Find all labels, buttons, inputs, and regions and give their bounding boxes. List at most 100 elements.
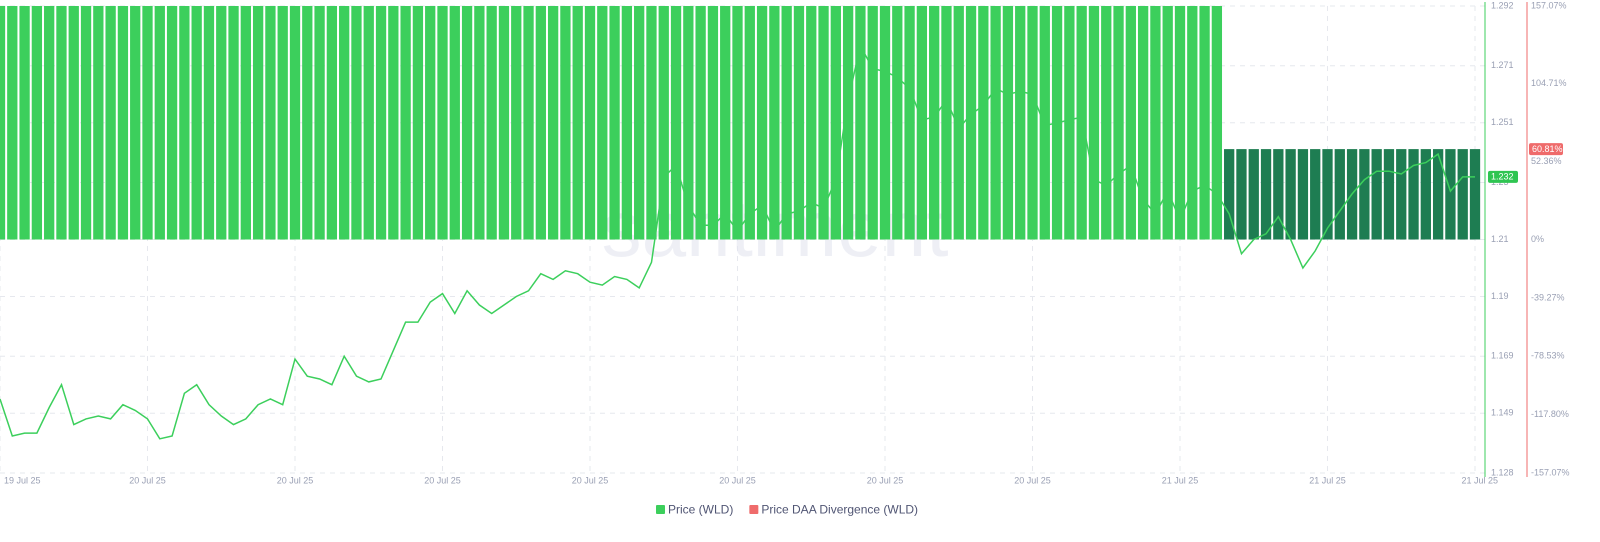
bar xyxy=(990,6,1001,240)
bar xyxy=(1088,6,1100,240)
bar xyxy=(560,6,571,240)
y-tick-label: 1.169 xyxy=(1491,351,1514,361)
y-tick-label: 1.21 xyxy=(1491,234,1509,244)
bar xyxy=(289,6,301,240)
x-tick-label: 21 Jul 25 xyxy=(1162,475,1199,485)
bar xyxy=(1383,149,1395,240)
bar xyxy=(105,6,116,240)
bar xyxy=(1285,149,1296,240)
bar xyxy=(1174,6,1186,240)
bar xyxy=(965,6,977,240)
bar xyxy=(363,6,374,240)
legend-swatch xyxy=(749,505,759,514)
bar xyxy=(56,6,67,240)
bar xyxy=(756,6,768,240)
bar xyxy=(1297,149,1309,240)
bar xyxy=(1199,6,1210,240)
bar xyxy=(929,6,940,240)
bar xyxy=(781,6,792,240)
bar xyxy=(1015,6,1026,240)
bar xyxy=(1260,149,1272,240)
legend-swatch xyxy=(656,505,665,514)
bar xyxy=(683,6,694,240)
bar xyxy=(769,6,780,240)
bar xyxy=(400,6,411,240)
bar xyxy=(425,6,436,240)
bar xyxy=(670,6,682,240)
y-tick-label: 1.149 xyxy=(1491,408,1514,418)
bar xyxy=(646,6,657,240)
bar xyxy=(93,6,104,240)
y2-tick-label: 52.36% xyxy=(1531,156,1562,166)
y-tick-label: 1.251 xyxy=(1491,117,1514,127)
bar xyxy=(1125,6,1136,240)
value-tag-label: 1.232 xyxy=(1491,172,1514,182)
bar xyxy=(978,6,989,240)
bar xyxy=(1420,149,1431,240)
x-tick-label: 20 Jul 25 xyxy=(277,475,314,485)
x-tick-label: 21 Jul 25 xyxy=(1461,475,1498,485)
bar xyxy=(916,6,928,240)
y2-tick-label: 0% xyxy=(1531,234,1544,244)
bar xyxy=(609,6,620,240)
bar xyxy=(842,6,854,240)
y2-tick-label: -117.80% xyxy=(1531,409,1569,419)
bar xyxy=(1027,6,1038,240)
bar xyxy=(744,6,755,240)
bar xyxy=(277,6,288,240)
bar xyxy=(1076,6,1087,240)
bar xyxy=(339,6,350,240)
bar xyxy=(166,6,178,240)
bar xyxy=(1113,6,1124,240)
y2-tick-label: -39.27% xyxy=(1531,292,1565,302)
bar xyxy=(806,6,817,240)
bar xyxy=(302,6,313,240)
bar xyxy=(1432,149,1444,240)
bar xyxy=(572,6,583,240)
x-tick-label: 20 Jul 25 xyxy=(424,475,461,485)
bar xyxy=(130,6,141,240)
legend-label: Price (WLD) xyxy=(668,503,733,517)
bar xyxy=(80,6,92,240)
bar xyxy=(1469,149,1481,240)
bar xyxy=(1334,149,1345,240)
bar xyxy=(19,6,30,240)
bar xyxy=(449,6,460,240)
bar xyxy=(388,6,399,240)
bar xyxy=(216,6,227,240)
x-tick-label: 19 Jul 25 xyxy=(4,475,41,485)
bar xyxy=(252,6,264,240)
bar xyxy=(695,6,706,240)
bar xyxy=(892,6,903,240)
bar xyxy=(351,6,362,240)
bar xyxy=(953,6,964,240)
bar xyxy=(904,6,915,240)
bar xyxy=(474,6,485,240)
bar xyxy=(1359,149,1370,240)
bar xyxy=(1236,149,1247,240)
x-tick-label: 20 Jul 25 xyxy=(129,475,166,485)
bar xyxy=(375,6,387,240)
y-tick-label: 1.19 xyxy=(1491,291,1509,301)
x-tick-label: 21 Jul 25 xyxy=(1309,475,1346,485)
bar xyxy=(621,6,633,240)
bar xyxy=(511,6,522,240)
bar xyxy=(830,6,841,240)
bar xyxy=(498,6,510,240)
bar xyxy=(535,6,546,240)
bar xyxy=(707,6,719,240)
y-tick-label: 1.128 xyxy=(1491,467,1514,477)
bar xyxy=(1310,149,1321,240)
value-tag xyxy=(1529,143,1563,156)
bar xyxy=(547,6,559,240)
bar xyxy=(1187,6,1198,240)
bar xyxy=(1396,149,1407,240)
bar xyxy=(1248,149,1259,240)
bar xyxy=(154,6,165,240)
legend-label: Price DAA Divergence (WLD) xyxy=(761,503,918,517)
bar xyxy=(326,6,338,240)
bar xyxy=(793,6,805,240)
bar xyxy=(1101,6,1112,240)
bar xyxy=(1002,6,1014,240)
bar xyxy=(1137,6,1149,240)
